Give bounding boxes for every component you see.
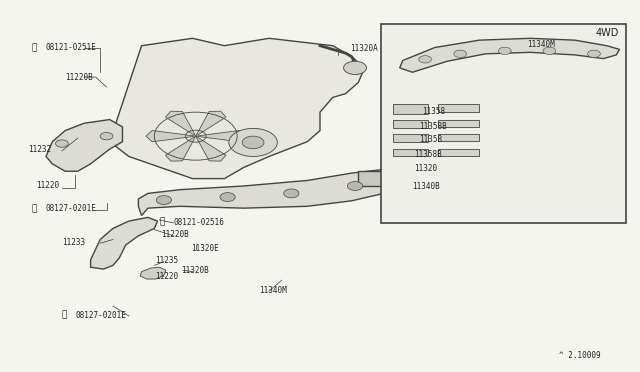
Polygon shape <box>138 169 403 215</box>
Polygon shape <box>91 217 157 269</box>
Bar <box>394 134 428 142</box>
Polygon shape <box>166 136 196 161</box>
Circle shape <box>229 128 277 157</box>
Text: 11358: 11358 <box>419 135 442 144</box>
Text: 11340M: 11340M <box>259 286 287 295</box>
Circle shape <box>284 189 299 198</box>
Circle shape <box>344 61 367 74</box>
Polygon shape <box>146 131 196 142</box>
Text: 08121-02516: 08121-02516 <box>173 218 224 227</box>
Text: 08127-0201E: 08127-0201E <box>76 311 127 320</box>
Text: Ⓑ: Ⓑ <box>159 218 164 227</box>
Text: Ⓑ: Ⓑ <box>32 43 37 52</box>
Text: Ⓑ: Ⓑ <box>32 204 37 214</box>
Polygon shape <box>196 131 246 142</box>
Text: 4WD: 4WD <box>595 28 618 38</box>
Circle shape <box>156 196 172 205</box>
FancyBboxPatch shape <box>381 23 626 223</box>
Text: ^ 2.10009: ^ 2.10009 <box>559 351 600 360</box>
Polygon shape <box>196 111 226 136</box>
Bar <box>358 171 396 186</box>
Circle shape <box>56 140 68 147</box>
Circle shape <box>348 182 363 190</box>
Text: 11340M: 11340M <box>527 41 555 49</box>
Circle shape <box>220 193 236 202</box>
Bar <box>438 134 479 141</box>
Polygon shape <box>399 38 620 72</box>
Bar <box>438 119 479 127</box>
Circle shape <box>454 50 467 58</box>
Circle shape <box>499 47 511 55</box>
Text: Ⓑ: Ⓑ <box>62 311 67 320</box>
Text: 11358B: 11358B <box>419 122 447 131</box>
Text: 11220B: 11220B <box>65 73 93 81</box>
Polygon shape <box>166 111 196 136</box>
Text: 08121-0251E: 08121-0251E <box>46 43 97 52</box>
Text: 11235: 11235 <box>156 256 179 265</box>
Text: 11233: 11233 <box>62 238 85 247</box>
Text: 11358B: 11358B <box>414 150 442 159</box>
Text: 11220: 11220 <box>36 182 60 190</box>
Bar <box>394 105 428 113</box>
Text: 11320B: 11320B <box>181 266 209 275</box>
Text: 11220B: 11220B <box>161 230 188 239</box>
Text: 11358: 11358 <box>422 107 445 116</box>
Circle shape <box>588 50 600 58</box>
Circle shape <box>543 47 556 55</box>
Text: 08127-0201E: 08127-0201E <box>46 204 97 214</box>
Text: 11340B: 11340B <box>412 182 440 191</box>
Text: 11320A: 11320A <box>350 44 378 53</box>
Bar <box>438 104 479 112</box>
Bar <box>394 120 428 128</box>
Polygon shape <box>46 119 122 171</box>
Bar <box>438 149 479 156</box>
Circle shape <box>242 136 264 149</box>
Text: 11320: 11320 <box>414 164 437 173</box>
Text: 11232: 11232 <box>28 145 51 154</box>
Polygon shape <box>140 267 166 279</box>
Circle shape <box>419 56 431 63</box>
Text: 11320E: 11320E <box>191 244 219 253</box>
Text: 11220: 11220 <box>156 272 179 281</box>
Polygon shape <box>196 136 226 161</box>
Polygon shape <box>109 38 365 179</box>
Bar <box>394 149 428 157</box>
Circle shape <box>100 132 113 140</box>
